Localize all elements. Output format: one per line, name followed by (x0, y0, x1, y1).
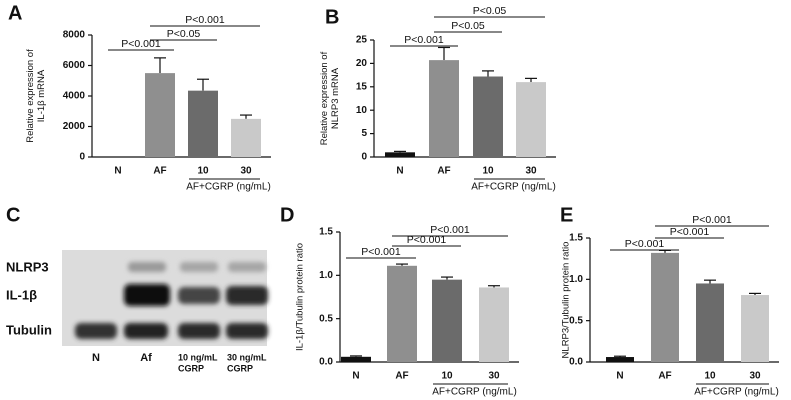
y-tick-label: 5 (361, 128, 367, 139)
x-tick-label: AF (658, 371, 671, 382)
panel-letter: C (6, 204, 20, 226)
x-tick-label: AF (437, 166, 450, 177)
x-tick-label: 10 (197, 166, 209, 177)
lane-label: CGRP (178, 363, 204, 373)
y-tick-label: 6000 (63, 60, 86, 71)
y-tick-label: 0.5 (319, 313, 333, 324)
y-tick-label: 4000 (63, 91, 86, 102)
y-axis-label: NLRP3/Tubulin protein ratio (561, 242, 572, 359)
panel-letter: E (560, 204, 573, 226)
x-tick-label: 10 (441, 371, 453, 382)
x-tick-label: AF (153, 166, 166, 177)
y-tick-label: 2000 (63, 121, 86, 132)
row-label: IL-1β (6, 287, 37, 302)
lane-label: N (92, 352, 100, 364)
x-tick-label: 30 (749, 371, 761, 382)
y-axis-label: NLRP3 mRNA (330, 67, 341, 129)
y-tick-label: 8000 (63, 30, 86, 41)
lane-label: 10 ng/mL (178, 352, 218, 362)
significance-label: P<0.05 (473, 5, 507, 17)
x-tick-label: 10 (482, 166, 494, 177)
significance-label: P<0.001 (404, 34, 444, 46)
bar (387, 265, 417, 362)
significance-label: P<0.001 (625, 238, 665, 250)
y-axis-label: IL-1β mRNA (36, 69, 47, 122)
significance-label: P<0.001 (407, 234, 447, 246)
y-tick-label: 25 (356, 35, 368, 46)
y-tick-label: 1.5 (569, 233, 583, 244)
significance-label: P<0.05 (167, 28, 201, 40)
panel-letter: B (325, 6, 339, 28)
x-tick-label: 30 (488, 371, 500, 382)
row-label: Tubulin (6, 322, 52, 337)
panel-letter: A (8, 2, 22, 24)
y-tick-label: 0 (361, 152, 367, 163)
bar (696, 283, 724, 362)
y-tick-label: 20 (356, 58, 368, 69)
y-tick-label: 1.0 (319, 270, 333, 281)
y-tick-label: 0 (79, 152, 85, 163)
group-label: AF+CGRP (ng/mL) (471, 182, 556, 193)
panel-letter: D (280, 204, 294, 226)
lane-label: Af (140, 352, 152, 364)
y-tick-label: 0.0 (319, 357, 333, 368)
significance-label: P<0.001 (670, 226, 710, 238)
significance-label: P<0.001 (185, 14, 225, 26)
y-axis-label: Relative expression of (319, 51, 330, 145)
group-label: AF+CGRP (ng/mL) (186, 182, 271, 193)
bar (188, 90, 218, 157)
bar (231, 118, 261, 157)
y-tick-label: 10 (356, 105, 368, 116)
y-tick-label: 0.5 (569, 315, 583, 326)
bar (741, 295, 769, 362)
lane-label: CGRP (227, 363, 253, 373)
x-tick-label: 10 (704, 371, 716, 382)
western-blot (62, 250, 268, 346)
bar (516, 82, 546, 157)
y-tick-label: 1.0 (569, 274, 583, 285)
y-tick-label: 0.0 (569, 357, 583, 368)
x-tick-label: 30 (525, 166, 537, 177)
significance-label: P<0.05 (451, 20, 485, 32)
bar (432, 279, 462, 362)
bar (479, 287, 509, 362)
bar (341, 356, 371, 362)
y-tick-label: 1.5 (319, 227, 333, 238)
significance-label: P<0.001 (430, 224, 470, 236)
bar (385, 152, 415, 157)
x-tick-label: N (616, 371, 623, 382)
x-tick-label: N (396, 166, 403, 177)
group-label: AF+CGRP (ng/mL) (432, 387, 517, 398)
y-tick-label: 15 (356, 81, 368, 92)
significance-label: P<0.001 (361, 246, 401, 258)
bar (651, 252, 679, 362)
x-tick-label: AF (395, 371, 408, 382)
x-tick-label: N (352, 371, 359, 382)
bar (606, 357, 634, 362)
x-tick-label: 30 (240, 166, 252, 177)
significance-label: P<0.001 (692, 214, 732, 226)
y-axis-label: Relative expression of (25, 49, 36, 143)
group-label: AF+CGRP (ng/mL) (694, 387, 779, 398)
bar (429, 60, 459, 157)
x-tick-label: N (114, 166, 121, 177)
row-label: NLRP3 (6, 259, 49, 274)
significance-label: P<0.001 (121, 38, 161, 50)
lane-label: 30 ng/mL (227, 352, 267, 362)
bar (145, 73, 175, 157)
bar (473, 76, 503, 157)
y-axis-label: IL-1β/Tubulin protein ratio (295, 243, 306, 351)
